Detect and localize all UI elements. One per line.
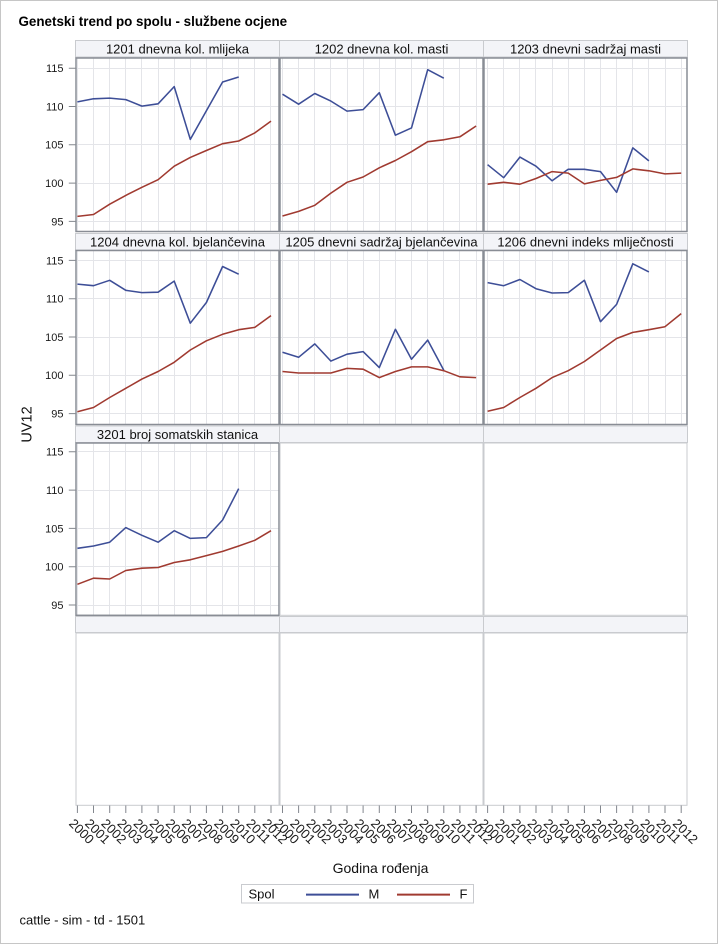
svg-text:100: 100 [45,370,63,382]
svg-text:F: F [460,887,468,902]
svg-text:Genetski trend po spolu - služ: Genetski trend po spolu - službene ocjen… [19,14,288,29]
svg-text:M: M [369,887,380,902]
svg-text:95: 95 [51,600,63,612]
svg-text:3201 broj somatskih stanica: 3201 broj somatskih stanica [97,427,259,442]
svg-text:110: 110 [46,101,64,113]
svg-text:115: 115 [46,447,64,459]
svg-text:1201 dnevna kol. mlijeka: 1201 dnevna kol. mlijeka [106,41,250,56]
svg-text:1205 dnevni sadržaj bjelančevi: 1205 dnevni sadržaj bjelančevina [285,234,478,249]
svg-text:110: 110 [46,485,64,497]
svg-text:95: 95 [51,409,63,421]
svg-text:1202 dnevna kol. masti: 1202 dnevna kol. masti [315,41,449,56]
svg-text:105: 105 [45,523,63,535]
svg-text:100: 100 [45,562,63,574]
svg-text:105: 105 [45,332,63,344]
svg-text:100: 100 [45,178,63,190]
svg-text:1204 dnevna kol. bjelančevina: 1204 dnevna kol. bjelančevina [90,234,266,249]
svg-text:cattle - sim - td - 1501: cattle - sim - td - 1501 [20,913,146,928]
svg-text:110: 110 [46,294,64,306]
svg-text:Godina rođenja: Godina rođenja [333,860,429,876]
svg-text:105: 105 [45,140,63,152]
svg-text:115: 115 [46,255,64,267]
svg-text:Spol: Spol [249,887,275,902]
svg-text:95: 95 [51,216,63,228]
svg-text:1206 dnevni indeks mliječnosti: 1206 dnevni indeks mliječnosti [497,234,673,249]
svg-text:115: 115 [46,63,64,75]
svg-text:1203 dnevni sadržaj masti: 1203 dnevni sadržaj masti [510,41,661,56]
svg-text:UV12: UV12 [20,406,36,442]
